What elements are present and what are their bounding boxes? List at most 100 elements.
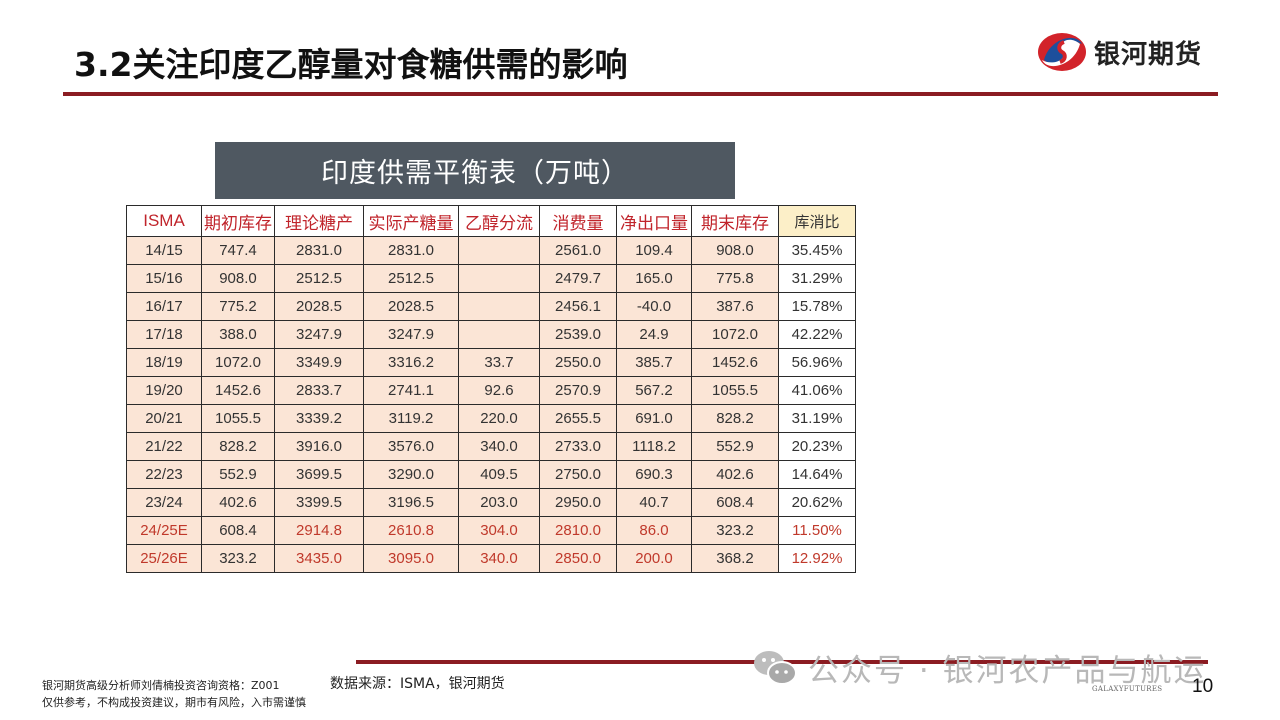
cell-opening-stock: 747.4 [201,236,275,265]
cell-theoretical-output: 3699.5 [274,460,364,489]
cell-ending-stock: 828.2 [691,404,779,433]
cell-stock-use-ratio: 42.22% [778,320,856,349]
page-title: 3.2关注印度乙醇量对食糖供需的影响 [74,45,628,84]
col-header-isma: ISMA [126,205,202,237]
cell-opening-stock: 323.2 [201,544,275,573]
table-row: 16/17 775.2 2028.5 2028.5 2456.1 -40.0 387.6 15… [126,292,856,321]
cell-theoretical-output: 2028.5 [274,292,364,321]
cell-stock-use-ratio: 12.92% [778,544,856,573]
table-banner: 印度供需平衡表（万吨） [215,142,735,199]
cell-theoretical-output: 3349.9 [274,348,364,377]
disclaimer-line-1: 银河期货高级分析师刘倩楠投资咨询资格：Z001 [42,679,280,692]
cell-ethanol-diversion: 304.0 [458,516,540,545]
cell-ending-stock: 908.0 [691,236,779,265]
cell-actual-output: 3290.0 [363,460,459,489]
cell-actual-output: 2028.5 [363,292,459,321]
data-source: 数据来源：ISMA，银河期货 [330,676,505,692]
cell-actual-output: 2610.8 [363,516,459,545]
cell-net-export: 691.0 [616,404,692,433]
wechat-watermark: 公众号 · 银河农产品与航运 [752,645,1207,690]
cell-actual-output: 3196.5 [363,488,459,517]
cell-season: 14/15 [126,236,202,265]
cell-net-export: 567.2 [616,376,692,405]
table-row: 22/23 552.9 3699.5 3290.0 409.5 2750.0 690.3 40… [126,460,856,489]
table-row: 18/19 1072.0 3349.9 3316.2 33.7 2550.0 385.7 14… [126,348,856,377]
cell-season: 23/24 [126,488,202,517]
galaxy-logo-icon [1038,33,1086,71]
cell-ethanol-diversion [458,320,540,349]
logo-text: 银河期货 [1094,39,1203,70]
col-header-stock-use-ratio: 库消比 [778,205,856,237]
cell-opening-stock: 828.2 [201,432,275,461]
cell-season: 18/19 [126,348,202,377]
cell-season: 24/25E [126,516,202,545]
table-row: 23/24 402.6 3399.5 3196.5 203.0 2950.0 40.7 608… [126,488,856,517]
cell-theoretical-output: 2512.5 [274,264,364,293]
cell-actual-output: 3576.0 [363,432,459,461]
cell-net-export: 1118.2 [616,432,692,461]
cell-opening-stock: 402.6 [201,488,275,517]
cell-net-export: 24.9 [616,320,692,349]
cell-actual-output: 2741.1 [363,376,459,405]
cell-consumption: 2733.0 [539,432,617,461]
cell-season: 22/23 [126,460,202,489]
table-row: 20/21 1055.5 3339.2 3119.2 220.0 2655.5 691.0 8… [126,404,856,433]
cell-opening-stock: 1072.0 [201,348,275,377]
cell-net-export: 200.0 [616,544,692,573]
cell-net-export: 385.7 [616,348,692,377]
col-header-net-export: 净出口量 [616,205,692,237]
cell-actual-output: 3119.2 [363,404,459,433]
cell-season: 25/26E [126,544,202,573]
cell-consumption: 2539.0 [539,320,617,349]
cell-opening-stock: 908.0 [201,264,275,293]
table-row: 15/16 908.0 2512.5 2512.5 2479.7 165.0 775.8 31… [126,264,856,293]
table-header-row: ISMA 期初库存 理论糖产 实际产糖量 乙醇分流 消费量 净出口量 期末库存 … [126,205,856,237]
cell-ethanol-diversion [458,292,540,321]
company-logo: 银河期货 [1036,30,1202,74]
cell-actual-output: 3095.0 [363,544,459,573]
cell-theoretical-output: 3339.2 [274,404,364,433]
table-row: 14/15 747.4 2831.0 2831.0 2561.0 109.4 908.0 35… [126,236,856,265]
cell-theoretical-output: 2831.0 [274,236,364,265]
cell-opening-stock: 608.4 [201,516,275,545]
cell-net-export: 109.4 [616,236,692,265]
cell-theoretical-output: 3435.0 [274,544,364,573]
cell-opening-stock: 1055.5 [201,404,275,433]
cell-actual-output: 3247.9 [363,320,459,349]
disclaimer-line-2: 仅供参考，不构成投资建议，期市有风险，入市需谨慎 [42,696,306,709]
cell-theoretical-output: 3916.0 [274,432,364,461]
cell-stock-use-ratio: 41.06% [778,376,856,405]
cell-stock-use-ratio: 15.78% [778,292,856,321]
cell-season: 19/20 [126,376,202,405]
cell-season: 21/22 [126,432,202,461]
cell-actual-output: 2512.5 [363,264,459,293]
col-header-opening-stock: 期初库存 [201,205,275,237]
cell-consumption: 2750.0 [539,460,617,489]
cell-stock-use-ratio: 31.29% [778,264,856,293]
cell-consumption: 2850.0 [539,544,617,573]
watermark-text: 公众号 · 银河农产品与航运 [808,653,1207,689]
col-header-ethanol-diversion: 乙醇分流 [458,205,540,237]
cell-season: 20/21 [126,404,202,433]
cell-opening-stock: 1452.6 [201,376,275,405]
cell-consumption: 2570.9 [539,376,617,405]
india-balance-table: ISMA 期初库存 理论糖产 实际产糖量 乙醇分流 消费量 净出口量 期末库存 … [126,205,856,573]
table-row: 17/18 388.0 3247.9 3247.9 2539.0 24.9 1072.0 42… [126,320,856,349]
cell-season: 17/18 [126,320,202,349]
cell-stock-use-ratio: 11.50% [778,516,856,545]
cell-consumption: 2550.0 [539,348,617,377]
cell-ending-stock: 1055.5 [691,376,779,405]
cell-ending-stock: 368.2 [691,544,779,573]
cell-stock-use-ratio: 14.64% [778,460,856,489]
col-header-consumption: 消费量 [539,205,617,237]
cell-ethanol-diversion [458,264,540,293]
cell-consumption: 2561.0 [539,236,617,265]
cell-actual-output: 2831.0 [363,236,459,265]
cell-consumption: 2456.1 [539,292,617,321]
cell-opening-stock: 775.2 [201,292,275,321]
cell-actual-output: 3316.2 [363,348,459,377]
cell-ending-stock: 1072.0 [691,320,779,349]
disclaimer: 银河期货高级分析师刘倩楠投资咨询资格：Z001 仅供参考，不构成投资建议，期市有… [42,677,306,711]
table-row: 25/26E 323.2 3435.0 3095.0 340.0 2850.0 200.0 3… [126,544,856,573]
table-row: 19/20 1452.6 2833.7 2741.1 92.6 2570.9 567.2 10… [126,376,856,405]
